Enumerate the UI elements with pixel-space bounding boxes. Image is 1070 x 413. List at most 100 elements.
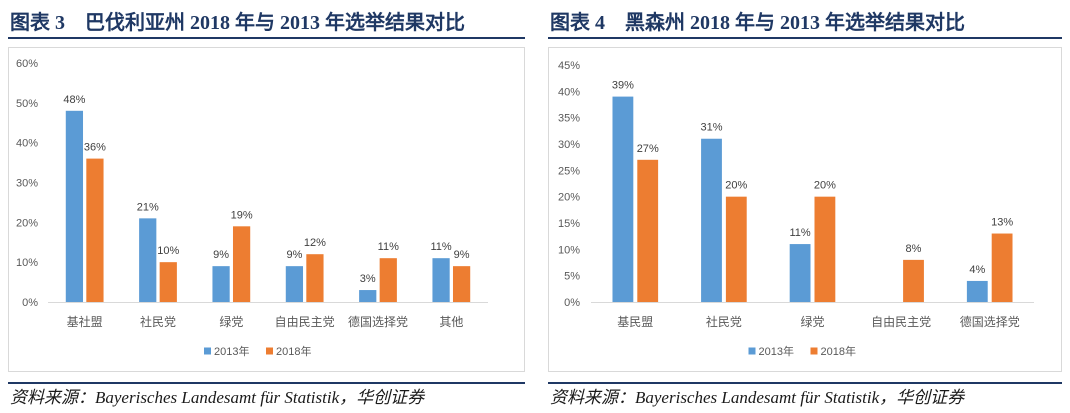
data-label: 9% — [454, 249, 470, 261]
y-tick-label: 5% — [564, 271, 580, 283]
data-label-unit: % — [149, 201, 159, 213]
data-label-unit: % — [76, 94, 86, 106]
bar-series-1 — [359, 290, 377, 302]
bar-series-2 — [86, 158, 104, 302]
y-tick-unit: % — [570, 244, 580, 256]
x-category-label: 社民党 — [140, 314, 176, 329]
y-tick-label: 40% — [558, 86, 580, 98]
source-note: 资料来源：Bayerisches Landesamt für Statistik… — [10, 388, 425, 407]
data-label: 11% — [430, 241, 451, 253]
data-label-value: 39 — [612, 80, 624, 92]
legend-label: 2018年 — [276, 344, 311, 358]
x-category-label: 自由民主党 — [871, 314, 931, 329]
data-label-unit: % — [389, 241, 399, 253]
data-label-value: 36 — [84, 142, 96, 154]
figure-number: 图表 3 — [10, 11, 65, 34]
data-label-unit: % — [96, 142, 106, 154]
y-tick-unit: % — [28, 98, 38, 110]
y-tick-unit: % — [570, 192, 580, 204]
y-tick-unit: % — [570, 297, 580, 309]
figure-title-row: 图表 3 巴伐利亚州 2018 年与 2013 年选举结果对比 — [10, 6, 465, 34]
title-underline — [548, 37, 1062, 39]
x-category-label: 基社盟 — [67, 314, 103, 329]
data-label-unit: % — [738, 180, 748, 192]
bar-series-2 — [306, 254, 324, 302]
y-tick-label: 10% — [558, 244, 580, 256]
y-tick-unit: % — [570, 113, 580, 125]
data-label-unit: % — [170, 245, 180, 257]
data-label-value: 13 — [991, 217, 1003, 229]
chart-frame: 0% 5% 10% 15% 20% 25% 30% 35% 40% 45% 基民盟 39% 27% 社民党… — [548, 47, 1062, 372]
legend-item: 2013年 — [748, 344, 794, 358]
y-tick-unit: % — [28, 58, 38, 70]
bar-series-1 — [701, 138, 722, 302]
y-tick-value: 35 — [558, 113, 570, 125]
x-category-label: 德国选择党 — [348, 314, 408, 329]
data-label-value: 20 — [725, 180, 737, 192]
bar-series-1 — [139, 218, 157, 302]
data-label: 4% — [969, 264, 985, 276]
y-tick-value: 30 — [558, 139, 570, 151]
y-tick-unit: % — [570, 218, 580, 230]
y-tick-label: 40% — [16, 138, 38, 150]
legend-label: 2013年 — [214, 344, 249, 358]
y-tick-unit: % — [28, 217, 38, 229]
data-label-unit: % — [713, 122, 723, 134]
y-tick-label: 10% — [16, 257, 38, 269]
source-rule — [8, 382, 525, 384]
data-label-value: 11 — [378, 241, 389, 253]
y-tick-label: 30% — [16, 178, 38, 190]
bar-series-1 — [612, 96, 634, 302]
bar-series-1 — [65, 110, 84, 302]
data-label-unit: % — [293, 249, 303, 261]
legend-item: 2018年 — [266, 344, 311, 358]
bar-chart: 0%10%20%30%40%50%60%基社盟48%36%社民党21%10%绿党… — [16, 58, 488, 358]
y-tick-value: 25 — [558, 165, 570, 177]
x-category-label: 自由民主党 — [275, 314, 335, 329]
x-category-label: 绿党 — [800, 314, 824, 329]
data-label-value: 20 — [814, 180, 826, 192]
data-label: 27% — [637, 143, 659, 155]
y-tick-value: 5 — [564, 271, 570, 283]
y-tick-label: 20% — [16, 217, 38, 229]
data-label: 48% — [63, 94, 85, 106]
y-tick-value: 60 — [16, 58, 28, 70]
bar-series-2 — [159, 262, 177, 302]
figure-number: 图表 4 — [550, 11, 605, 34]
data-label-value: 27 — [637, 143, 649, 155]
source-note: 资料来源：Bayerisches Landesamt für Statistik… — [550, 388, 965, 407]
bar-series-2 — [814, 196, 836, 302]
data-label-unit: % — [912, 243, 922, 255]
y-tick-label: 60% — [16, 58, 38, 70]
y-tick-label: 0% — [564, 297, 580, 309]
bar-series-1 — [212, 266, 230, 302]
y-tick-label: 35% — [558, 113, 580, 125]
x-category-label: 社民党 — [706, 314, 742, 329]
bar-series-2 — [452, 266, 471, 302]
bar-series-1 — [966, 280, 988, 302]
data-label-value: 9 — [454, 249, 460, 261]
y-tick-value: 15 — [558, 218, 570, 230]
legend-swatch — [266, 347, 273, 355]
data-label-unit: % — [801, 227, 811, 239]
y-tick-value: 0 — [564, 297, 570, 309]
data-label: 12% — [304, 237, 326, 249]
y-tick-unit: % — [570, 271, 580, 283]
title-underline — [8, 37, 525, 39]
bar-series-2 — [903, 259, 924, 302]
y-tick-unit: % — [28, 257, 38, 269]
data-label-unit: % — [460, 249, 470, 261]
data-label-value: 11 — [789, 227, 800, 239]
data-label: 31% — [700, 122, 722, 134]
y-tick-value: 20 — [16, 217, 28, 229]
data-label-value: 19 — [231, 209, 243, 221]
data-label: 3% — [360, 273, 376, 285]
data-label: 8% — [906, 243, 922, 255]
figure-panel-right: 图表 4 黑森州 2018 年与 2013 年选举结果对比 0% 5% 10% 15%… — [548, 0, 1062, 413]
y-tick-value: 50 — [16, 98, 28, 110]
bar-series-1 — [432, 258, 450, 302]
data-label: 10% — [157, 245, 179, 257]
figure-panel-left: 图表 3 巴伐利亚州 2018 年与 2013 年选举结果对比 0% 10% 20%… — [8, 0, 525, 413]
legend-swatch — [748, 347, 756, 355]
y-tick-label: 45% — [558, 60, 580, 72]
